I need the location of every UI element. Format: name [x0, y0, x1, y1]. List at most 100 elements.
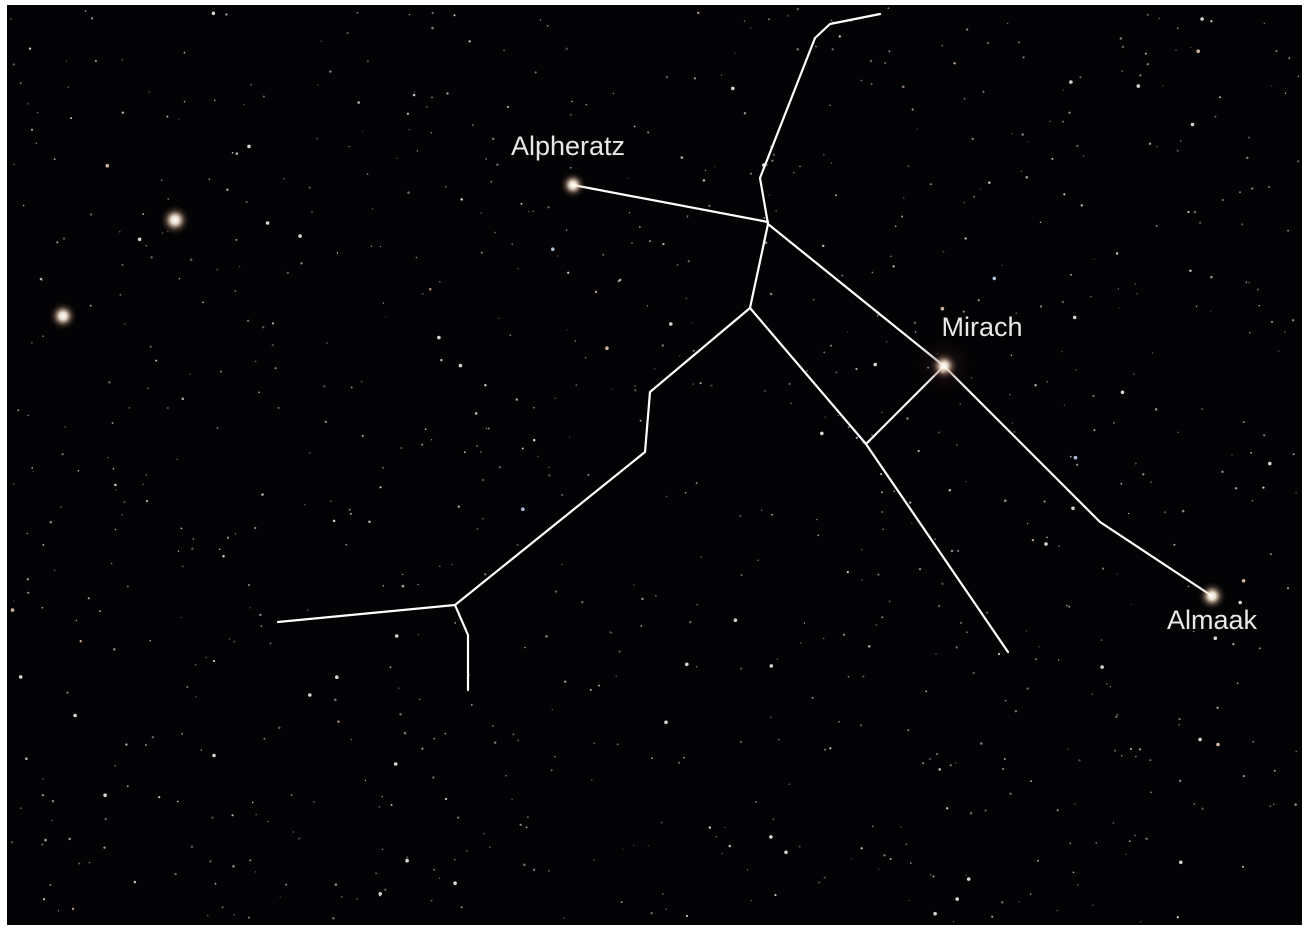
background-star — [1015, 710, 1017, 712]
background-star — [1156, 225, 1158, 227]
background-star — [382, 467, 384, 469]
background-star — [838, 415, 839, 416]
background-star — [150, 346, 152, 348]
star-label: Almaak — [1167, 605, 1258, 635]
background-star — [1231, 454, 1233, 456]
background-star — [308, 693, 312, 697]
background-star — [1009, 792, 1012, 795]
background-star — [631, 242, 633, 244]
background-star — [178, 551, 179, 552]
background-star — [953, 921, 954, 922]
background-star — [884, 62, 886, 64]
background-star — [692, 322, 693, 323]
background-star — [402, 574, 403, 575]
background-star — [1198, 738, 1202, 742]
background-star — [484, 384, 486, 386]
background-star — [1049, 121, 1050, 122]
background-star — [878, 574, 880, 576]
background-star — [1002, 768, 1004, 770]
background-star — [883, 854, 885, 856]
background-star — [317, 84, 318, 85]
background-star — [236, 152, 239, 155]
bright-star — [48, 301, 78, 331]
background-star — [731, 87, 735, 91]
background-star — [901, 216, 903, 218]
background-star — [818, 881, 820, 883]
background-star — [824, 877, 826, 879]
background-star — [122, 59, 123, 60]
background-star — [505, 775, 507, 777]
background-star — [775, 210, 777, 212]
background-star — [298, 234, 302, 238]
background-star — [70, 117, 72, 119]
background-star — [503, 49, 505, 51]
background-star — [991, 916, 993, 918]
background-star — [649, 240, 651, 242]
background-star — [1004, 499, 1007, 502]
background-star — [511, 799, 513, 801]
background-star — [651, 757, 653, 759]
background-star — [246, 201, 248, 203]
background-star — [1182, 510, 1185, 513]
background-star — [566, 48, 569, 51]
background-star — [1246, 157, 1248, 159]
background-star — [972, 672, 974, 674]
background-star — [1004, 758, 1006, 760]
background-star — [445, 186, 447, 188]
background-star — [166, 116, 168, 118]
background-star — [214, 100, 215, 101]
background-star — [888, 50, 890, 52]
background-star — [162, 232, 163, 233]
background-star — [812, 697, 814, 699]
background-star — [910, 862, 912, 864]
background-star — [689, 621, 691, 623]
background-star — [640, 625, 642, 627]
background-star — [1001, 901, 1003, 903]
background-star — [106, 164, 110, 168]
background-star — [987, 42, 989, 44]
background-star — [1219, 96, 1221, 98]
background-star — [681, 156, 684, 159]
background-star — [693, 350, 695, 352]
background-star — [330, 500, 332, 502]
background-star — [619, 651, 621, 653]
background-star — [407, 191, 410, 194]
background-star — [78, 470, 80, 472]
background-star — [773, 153, 776, 156]
background-star — [953, 62, 955, 64]
background-star — [934, 538, 935, 539]
background-star — [334, 698, 337, 701]
background-star — [1128, 513, 1129, 514]
background-star — [789, 383, 791, 385]
background-star — [429, 288, 432, 291]
background-star — [488, 428, 490, 430]
background-star — [1235, 487, 1237, 489]
background-star — [248, 584, 250, 586]
background-star — [949, 489, 951, 491]
background-star — [1032, 539, 1034, 541]
background-star — [796, 48, 799, 51]
background-star — [739, 515, 741, 517]
background-star — [533, 407, 534, 408]
background-star — [1187, 211, 1189, 213]
background-star — [909, 501, 911, 503]
background-star — [797, 8, 800, 11]
background-star — [341, 896, 343, 898]
background-star — [272, 322, 274, 324]
background-star — [535, 71, 537, 73]
background-star — [703, 179, 706, 182]
background-star — [1270, 553, 1272, 555]
background-star — [147, 388, 149, 390]
background-star — [905, 843, 907, 845]
background-star — [591, 779, 593, 781]
background-star — [1210, 311, 1211, 312]
background-star — [1091, 693, 1093, 695]
background-star — [40, 278, 42, 280]
background-star — [512, 733, 514, 735]
background-star — [1175, 49, 1177, 51]
background-star — [365, 780, 366, 781]
background-star — [19, 675, 23, 679]
background-star — [13, 600, 15, 602]
background-star — [337, 720, 339, 722]
background-star — [1083, 155, 1084, 156]
